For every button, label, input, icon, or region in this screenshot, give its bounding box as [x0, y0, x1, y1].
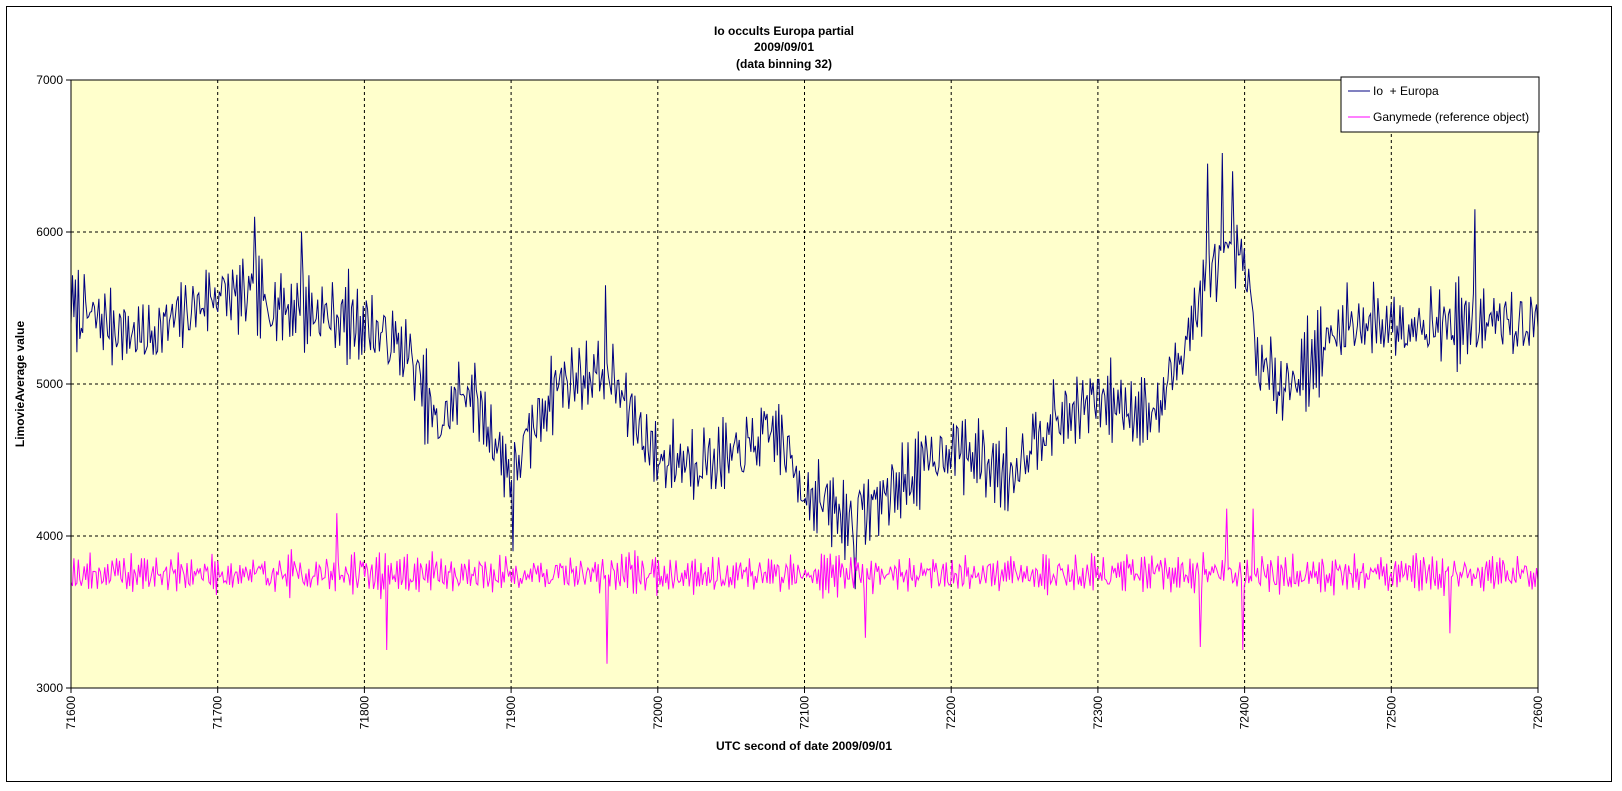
- legend-label-io-europa: Io + Europa: [1373, 84, 1439, 98]
- chart-title-line-1: Io occults Europa partial: [714, 24, 854, 38]
- series-line-1: [70, 508, 1539, 664]
- y-tick-label: 3000: [36, 681, 63, 695]
- y-axis-title: LimovieAverage value: [13, 321, 27, 448]
- x-tick-label: 71700: [211, 696, 225, 730]
- y-tick-label: 6000: [36, 225, 63, 239]
- legend-label-ganymede: Ganymede (reference object): [1373, 110, 1529, 124]
- y-axis-ticks: 3000 4000 5000 6000 7000: [36, 73, 71, 695]
- x-tick-label: 72300: [1091, 696, 1105, 730]
- x-tick-label: 71800: [357, 696, 371, 730]
- series-line-0: [70, 152, 1539, 590]
- x-tick-label: 72000: [651, 696, 665, 730]
- x-tick-label: 72200: [944, 696, 958, 730]
- grid-lines: [71, 80, 1538, 688]
- y-tick-label: 7000: [36, 73, 63, 87]
- x-tick-label: 72500: [1384, 696, 1398, 730]
- chart-frame: Io occults Europa partial 2009/09/01 (da…: [6, 6, 1612, 782]
- line-chart: Io occults Europa partial 2009/09/01 (da…: [13, 24, 1545, 753]
- chart-title-line-3: (data binning 32): [736, 57, 832, 71]
- legend-box: [1340, 76, 1540, 133]
- x-axis-ticks: 71600 71700 71800 71900 72000 72100 72200 72300…: [64, 688, 1545, 729]
- y-tick-label: 4000: [36, 529, 63, 543]
- chart-title-line-2: 2009/09/01: [754, 40, 814, 54]
- y-tick-label: 5000: [36, 377, 63, 391]
- series-layer: [70, 152, 1539, 664]
- legend: Io + Europa Ganymede (reference object): [1340, 76, 1540, 133]
- x-tick-label: 71900: [504, 696, 518, 730]
- x-axis-title: UTC second of date 2009/09/01: [716, 739, 892, 753]
- x-tick-label: 71600: [64, 696, 78, 730]
- x-tick-label: 72100: [798, 696, 812, 730]
- x-tick-label: 72600: [1531, 696, 1545, 730]
- x-tick-label: 72400: [1238, 696, 1252, 730]
